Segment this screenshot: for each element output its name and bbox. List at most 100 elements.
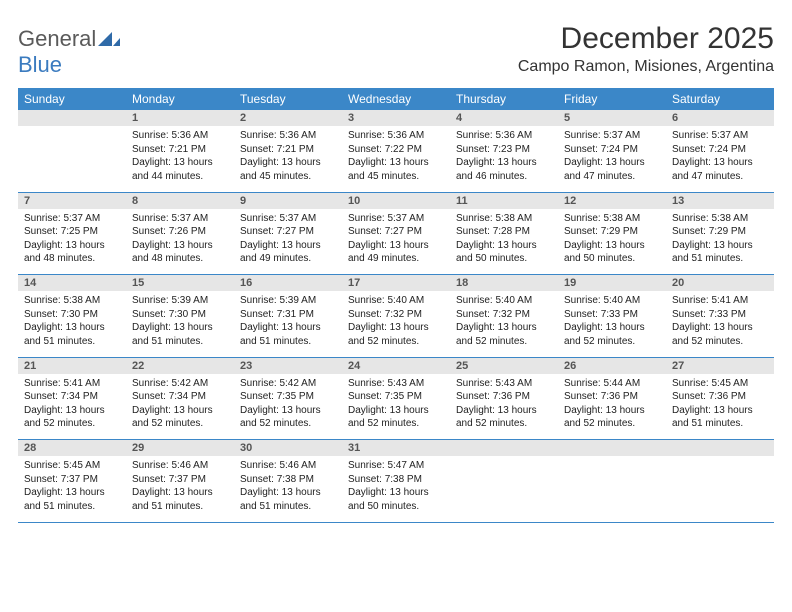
- sunrise-text: Sunrise: 5:36 AM: [348, 129, 444, 143]
- day-cell: Sunrise: 5:45 AMSunset: 7:37 PMDaylight:…: [18, 456, 126, 522]
- sunrise-text: Sunrise: 5:45 AM: [24, 459, 120, 473]
- day-cell: Sunrise: 5:47 AMSunset: 7:38 PMDaylight:…: [342, 456, 450, 522]
- day1-text: Daylight: 13 hours: [456, 404, 552, 418]
- day-number: 11: [450, 192, 558, 209]
- day1-text: Daylight: 13 hours: [564, 156, 660, 170]
- sunrise-text: Sunrise: 5:38 AM: [564, 212, 660, 226]
- day-number: 31: [342, 440, 450, 457]
- day1-text: Daylight: 13 hours: [240, 321, 336, 335]
- day-number: 24: [342, 357, 450, 374]
- weekday-header: Monday: [126, 88, 234, 110]
- sunset-text: Sunset: 7:22 PM: [348, 143, 444, 157]
- sunset-text: Sunset: 7:30 PM: [132, 308, 228, 322]
- day-cell: Sunrise: 5:37 AMSunset: 7:24 PMDaylight:…: [558, 126, 666, 192]
- day-cell: Sunrise: 5:40 AMSunset: 7:32 PMDaylight:…: [450, 291, 558, 357]
- info-row: Sunrise: 5:41 AMSunset: 7:34 PMDaylight:…: [18, 374, 774, 440]
- day2-text: and 51 minutes.: [240, 500, 336, 514]
- day-cell: Sunrise: 5:37 AMSunset: 7:27 PMDaylight:…: [342, 209, 450, 275]
- info-row: Sunrise: 5:36 AMSunset: 7:21 PMDaylight:…: [18, 126, 774, 192]
- day-number: 30: [234, 440, 342, 457]
- day-number: 27: [666, 357, 774, 374]
- day1-text: Daylight: 13 hours: [24, 239, 120, 253]
- day-number: 13: [666, 192, 774, 209]
- sunset-text: Sunset: 7:36 PM: [672, 390, 768, 404]
- day1-text: Daylight: 13 hours: [456, 156, 552, 170]
- day-cell: Sunrise: 5:38 AMSunset: 7:28 PMDaylight:…: [450, 209, 558, 275]
- day1-text: Daylight: 13 hours: [456, 321, 552, 335]
- day1-text: Daylight: 13 hours: [564, 239, 660, 253]
- day2-text: and 48 minutes.: [132, 252, 228, 266]
- calendar-page: General Blue December 2025 Campo Ramon, …: [0, 0, 792, 533]
- day-cell: Sunrise: 5:38 AMSunset: 7:29 PMDaylight:…: [666, 209, 774, 275]
- day-number: [666, 440, 774, 457]
- day-number: [558, 440, 666, 457]
- day1-text: Daylight: 13 hours: [132, 404, 228, 418]
- sunrise-text: Sunrise: 5:36 AM: [456, 129, 552, 143]
- logo-text: General Blue: [18, 26, 120, 78]
- sunrise-text: Sunrise: 5:46 AM: [240, 459, 336, 473]
- day-number: 14: [18, 275, 126, 292]
- title-block: December 2025 Campo Ramon, Misiones, Arg…: [518, 22, 774, 76]
- day1-text: Daylight: 13 hours: [348, 239, 444, 253]
- day-number: 6: [666, 110, 774, 126]
- day-cell: Sunrise: 5:40 AMSunset: 7:33 PMDaylight:…: [558, 291, 666, 357]
- logo-word-2: Blue: [18, 52, 62, 77]
- daynum-row: 123456: [18, 110, 774, 126]
- day-number: 10: [342, 192, 450, 209]
- sunset-text: Sunset: 7:28 PM: [456, 225, 552, 239]
- day-cell: [18, 126, 126, 192]
- sunset-text: Sunset: 7:29 PM: [564, 225, 660, 239]
- sunrise-text: Sunrise: 5:39 AM: [132, 294, 228, 308]
- sunrise-text: Sunrise: 5:43 AM: [348, 377, 444, 391]
- day1-text: Daylight: 13 hours: [564, 321, 660, 335]
- sunrise-text: Sunrise: 5:36 AM: [132, 129, 228, 143]
- day-cell: Sunrise: 5:37 AMSunset: 7:25 PMDaylight:…: [18, 209, 126, 275]
- day1-text: Daylight: 13 hours: [672, 239, 768, 253]
- day2-text: and 45 minutes.: [240, 170, 336, 184]
- day-cell: Sunrise: 5:46 AMSunset: 7:38 PMDaylight:…: [234, 456, 342, 522]
- day1-text: Daylight: 13 hours: [348, 321, 444, 335]
- day1-text: Daylight: 13 hours: [240, 486, 336, 500]
- day2-text: and 51 minutes.: [132, 500, 228, 514]
- day-cell: Sunrise: 5:42 AMSunset: 7:35 PMDaylight:…: [234, 374, 342, 440]
- day2-text: and 48 minutes.: [24, 252, 120, 266]
- location: Campo Ramon, Misiones, Argentina: [518, 58, 774, 76]
- day1-text: Daylight: 13 hours: [672, 156, 768, 170]
- sunrise-text: Sunrise: 5:38 AM: [456, 212, 552, 226]
- day2-text: and 52 minutes.: [564, 335, 660, 349]
- sunset-text: Sunset: 7:33 PM: [564, 308, 660, 322]
- day-number: 19: [558, 275, 666, 292]
- day1-text: Daylight: 13 hours: [348, 404, 444, 418]
- day2-text: and 52 minutes.: [132, 417, 228, 431]
- day2-text: and 50 minutes.: [456, 252, 552, 266]
- day2-text: and 51 minutes.: [24, 335, 120, 349]
- sunrise-text: Sunrise: 5:40 AM: [456, 294, 552, 308]
- weekday-header: Thursday: [450, 88, 558, 110]
- day1-text: Daylight: 13 hours: [240, 156, 336, 170]
- daynum-row: 14151617181920: [18, 275, 774, 292]
- sunrise-text: Sunrise: 5:47 AM: [348, 459, 444, 473]
- weekday-header-row: Sunday Monday Tuesday Wednesday Thursday…: [18, 88, 774, 110]
- day1-text: Daylight: 13 hours: [672, 404, 768, 418]
- day1-text: Daylight: 13 hours: [24, 486, 120, 500]
- sunset-text: Sunset: 7:34 PM: [24, 390, 120, 404]
- daynum-row: 78910111213: [18, 192, 774, 209]
- daynum-row: 21222324252627: [18, 357, 774, 374]
- day-cell: Sunrise: 5:39 AMSunset: 7:30 PMDaylight:…: [126, 291, 234, 357]
- day-cell: Sunrise: 5:38 AMSunset: 7:30 PMDaylight:…: [18, 291, 126, 357]
- day2-text: and 51 minutes.: [672, 252, 768, 266]
- day-cell: [558, 456, 666, 522]
- sunrise-text: Sunrise: 5:39 AM: [240, 294, 336, 308]
- sunset-text: Sunset: 7:34 PM: [132, 390, 228, 404]
- sunrise-text: Sunrise: 5:37 AM: [240, 212, 336, 226]
- weekday-header: Sunday: [18, 88, 126, 110]
- day1-text: Daylight: 13 hours: [240, 404, 336, 418]
- sunrise-text: Sunrise: 5:44 AM: [564, 377, 660, 391]
- sunrise-text: Sunrise: 5:42 AM: [240, 377, 336, 391]
- sunset-text: Sunset: 7:30 PM: [24, 308, 120, 322]
- day-number: 16: [234, 275, 342, 292]
- day1-text: Daylight: 13 hours: [24, 321, 120, 335]
- sunset-text: Sunset: 7:27 PM: [348, 225, 444, 239]
- day-number: 1: [126, 110, 234, 126]
- sunset-text: Sunset: 7:29 PM: [672, 225, 768, 239]
